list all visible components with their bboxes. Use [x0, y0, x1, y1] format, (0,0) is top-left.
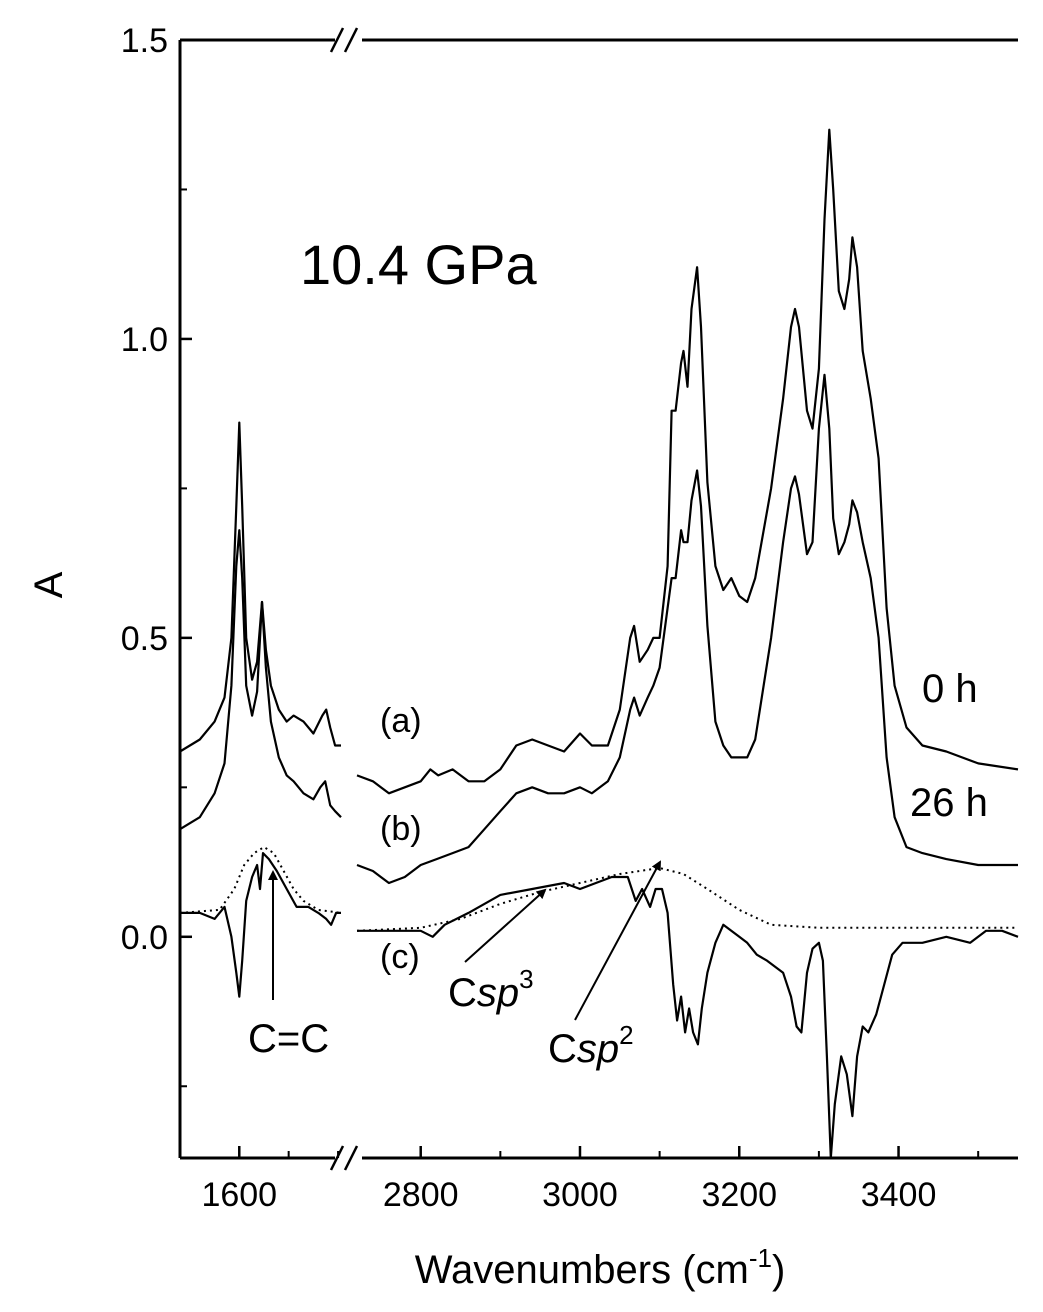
- spectrum-c-left-segment: [180, 852, 341, 998]
- spectrum-c-right-segment: [357, 875, 1019, 1160]
- spectrum-b-right-segment: [356, 373, 1018, 885]
- x-axis-label-close: ): [772, 1248, 785, 1292]
- axis-break-mark: [329, 1145, 345, 1171]
- x-axis-label-sup: -1: [749, 1243, 772, 1273]
- x-tick-label: 3000: [542, 1176, 618, 1214]
- y-tick-label: 0.5: [121, 620, 168, 658]
- csp3-sup: 3: [519, 964, 533, 994]
- csp2-sup: 2: [619, 1020, 633, 1050]
- axes-frame: [178, 27, 1018, 1171]
- y-tick-label: 1.5: [121, 22, 168, 60]
- x-axis-label: Wavenumbers (cm-1): [415, 1243, 786, 1292]
- curve-label-c: (c): [380, 938, 420, 976]
- x-tick-label: 1600: [201, 1176, 277, 1214]
- spectrum-b-left-segment: [179, 529, 342, 831]
- arrow-csp2: [574, 860, 661, 1021]
- x-tick-label: 3400: [861, 1176, 937, 1214]
- y-axis-label: A: [27, 571, 71, 598]
- annotation-csp3: Csp3: [448, 964, 534, 1015]
- time-label-0h: 0 h: [922, 667, 978, 711]
- x-tick-label: 2800: [383, 1176, 459, 1214]
- annotation-csp2: Csp2: [548, 1020, 634, 1071]
- y-tick-label: 0.0: [121, 919, 168, 957]
- axis-break-mark: [343, 1145, 359, 1171]
- arrow-csp3: [464, 888, 547, 963]
- spectrum-c-fit-right-segment: [356, 867, 1018, 932]
- spectrum-c-fit-left-segment: [179, 846, 342, 914]
- csp3-italic: sp: [477, 971, 519, 1015]
- spectrum-a-right-segment: [356, 128, 1019, 795]
- annotation-cc: C=C: [248, 1017, 329, 1061]
- curve-label-a: (a): [380, 702, 422, 740]
- curve-label-b: (b): [380, 810, 422, 848]
- x-tick-label: 3200: [701, 1176, 777, 1214]
- y-axis-ticks: 0.0 0.5 1.0 1.5: [121, 22, 192, 1088]
- csp2-italic: sp: [577, 1027, 619, 1071]
- axis-break-mark: [343, 27, 359, 53]
- csp3-base: C: [448, 971, 477, 1015]
- x-axis-label-main: Wavenumbers (cm: [415, 1248, 749, 1292]
- x-axis-ticks: 1600 2800 3000 3200 3400: [201, 1146, 980, 1214]
- axis-break-mark: [329, 27, 345, 53]
- chart-title: 10.4 GPa: [300, 233, 537, 296]
- csp2-base: C: [548, 1027, 577, 1071]
- y-tick-label: 1.0: [121, 321, 168, 359]
- spectrum-a-left-segment: [179, 421, 341, 753]
- spectra-traces: [179, 128, 1019, 1160]
- time-label-26h: 26 h: [910, 781, 988, 825]
